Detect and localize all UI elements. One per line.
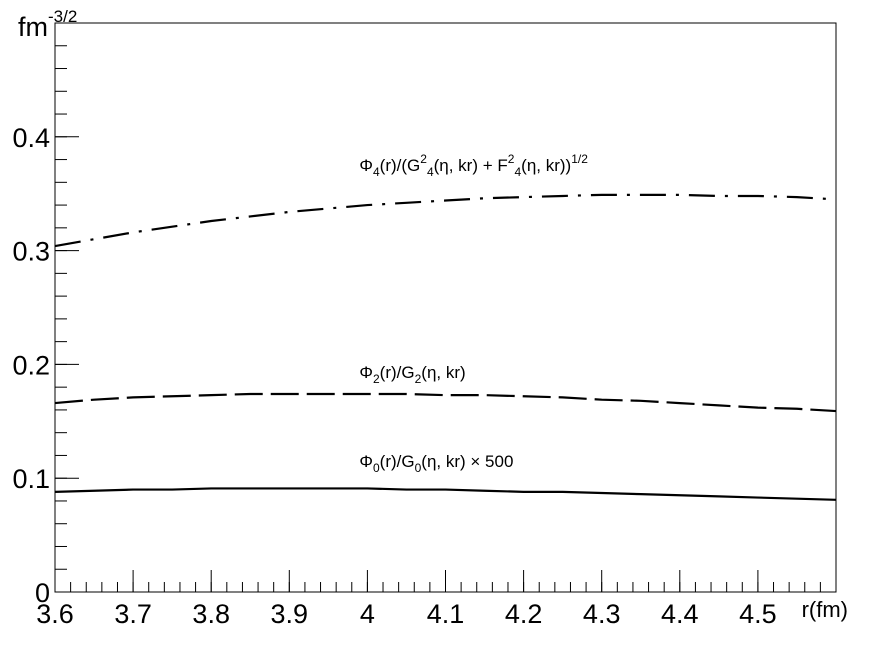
series-label-part: 2 [508,152,515,166]
x-tick-label: 4.3 [583,599,621,629]
x-tick-label: 4.1 [427,599,465,629]
y-axis-title: fm-3/2 [18,7,77,42]
series-line-0 [54,193,837,248]
series-label-part: 4 [427,165,434,179]
series-line-2 [54,487,837,501]
y-tick-label: 0.1 [12,464,50,494]
series-label-part: (η, kr) × 500 [421,452,513,471]
y-tick-label: 0.4 [12,123,50,153]
series-label-part: (r)/G [380,452,415,471]
series-label-1: Φ2(r)/G2(η, kr) [359,363,465,386]
series-label-part: (η, kr) + F [434,156,508,175]
series-label-part: (r)/(G [380,156,421,175]
major-ticks [54,136,759,593]
series-label-0: Φ4(r)/(G24(η, kr) + F24(η, kr))1/2 [359,152,588,179]
y-tick-label: 0 [35,578,50,608]
y-axis-title-exponent: -3/2 [48,7,77,26]
series-label-part: 0 [373,461,380,475]
y-tick-labels: 0 0.1 0.2 0.3 0.4 [12,123,50,608]
series-label-part: 1/2 [571,152,588,166]
series-label-part: (r)/G [380,363,415,382]
x-tick-label: 4 [360,599,375,629]
x-tick-labels: 3.6 3.7 3.8 3.9 4 4.1 4.2 4.3 4.4 4.5 [36,599,776,629]
series-label-part: Φ [359,156,373,175]
plot-frame [54,22,837,593]
series-label-part: 2 [415,372,422,386]
series-label-part: Φ [359,452,373,471]
x-tick-label: 3.9 [271,599,309,629]
y-tick-label: 0.3 [12,237,50,267]
x-tick-label: 4.4 [661,599,699,629]
minor-ticks [54,22,837,593]
x-tick-label: 3.6 [36,599,74,629]
series-label-part: (η, kr)) [521,156,571,175]
series-label-part: 4 [373,165,380,179]
series-labels: Φ4(r)/(G24(η, kr) + F24(η, kr))1/2Φ2(r)/… [359,152,588,475]
series-label-part: Φ [359,363,373,382]
x-tick-label: 4.5 [739,599,777,629]
series-label-part: 4 [514,165,521,179]
y-axis-title-unit: fm [18,12,48,42]
x-axis-title: r(fm) [802,597,848,622]
x-tick-label: 3.8 [192,599,230,629]
series-label-part: (η, kr) [421,363,465,382]
series-label-2: Φ0(r)/G0(η, kr) × 500 [359,452,513,475]
series-label-part: 2 [420,152,427,166]
series-line-1 [54,392,837,413]
series-label-part: 2 [373,372,380,386]
y-tick-label: 0.2 [12,350,50,380]
series-lines [54,193,837,501]
series-label-part: 0 [415,461,422,475]
x-tick-label: 4.2 [505,599,543,629]
x-tick-label: 3.7 [114,599,152,629]
